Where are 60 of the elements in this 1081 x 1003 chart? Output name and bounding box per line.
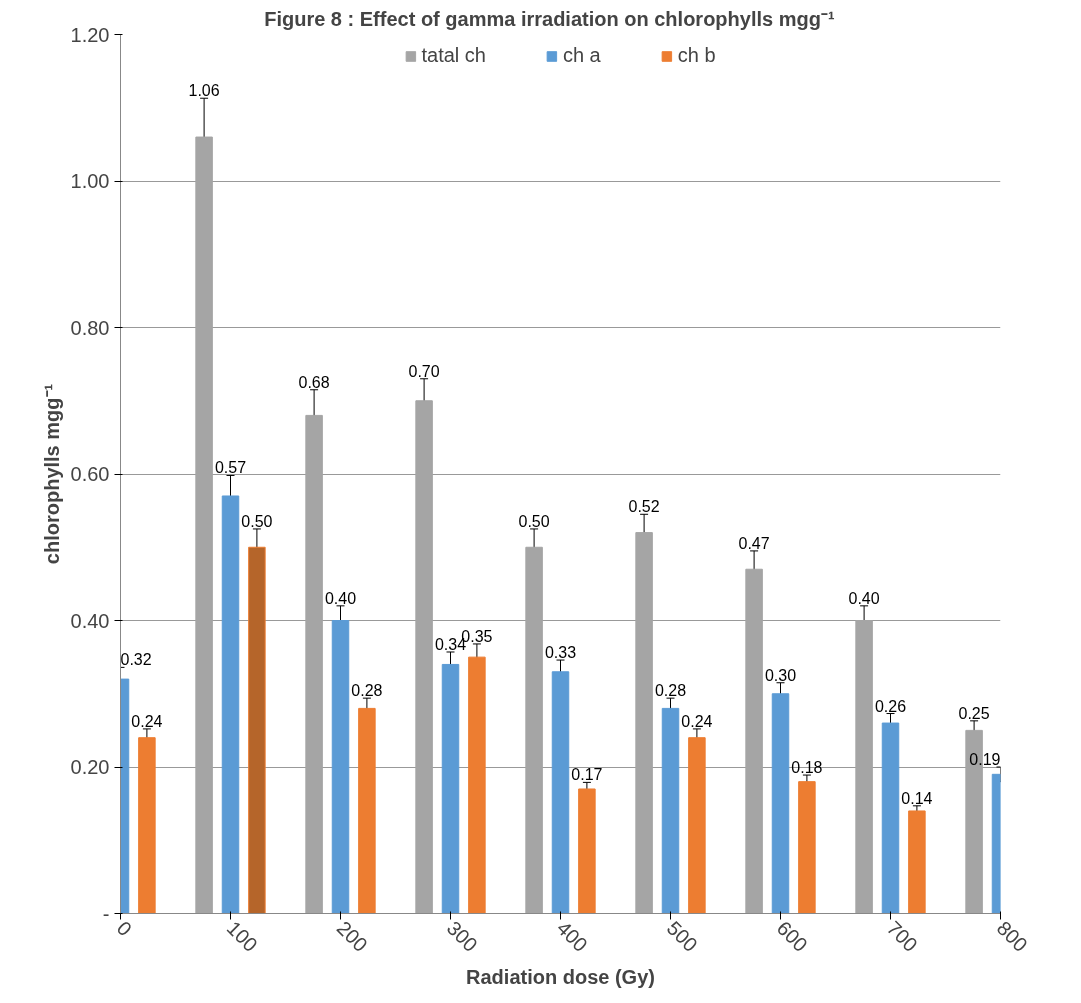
data-label: 0.68 xyxy=(298,373,330,391)
data-label: 0.26 xyxy=(874,697,907,715)
data-label: 0.19 xyxy=(969,751,1001,768)
data-label: 0.28 xyxy=(654,682,687,700)
bar xyxy=(358,707,376,914)
x-axis-title: Radiation dose (Gy) xyxy=(466,966,655,988)
y-tick-label: 1.20 xyxy=(70,23,110,46)
bar xyxy=(661,707,680,914)
data-label: 0.17 xyxy=(571,766,603,784)
x-tick-label: 400 xyxy=(552,916,592,956)
bar xyxy=(908,810,926,914)
data-label: 0.70 xyxy=(408,362,440,380)
data-label: 0.32 xyxy=(120,651,152,669)
x-tick-label: 0 xyxy=(112,916,137,941)
bar xyxy=(798,781,816,914)
legend-label: ch b xyxy=(677,44,716,67)
bar xyxy=(551,671,570,914)
data-label: 0.47 xyxy=(738,534,770,552)
data-label: 0.24 xyxy=(681,712,713,730)
x-tick-label: 100 xyxy=(222,916,262,956)
y-tick-label: 1.00 xyxy=(70,170,110,192)
data-label: 0.40 xyxy=(848,589,880,607)
y-tick-label: 0.80 xyxy=(70,316,110,339)
data-label: 0.52 xyxy=(628,498,660,516)
data-label: 0.57 xyxy=(214,459,247,477)
bar xyxy=(248,546,266,914)
data-label: 1.06 xyxy=(188,82,220,100)
x-tick-label: 700 xyxy=(882,916,922,956)
x-tick-label: 500 xyxy=(662,916,702,956)
bar xyxy=(468,656,486,914)
bar xyxy=(881,722,900,914)
bar xyxy=(688,737,706,914)
data-label: 0.25 xyxy=(958,704,990,722)
data-label: 0.33 xyxy=(544,644,577,662)
x-tick-label: 200 xyxy=(332,916,372,956)
bar xyxy=(331,620,350,914)
y-tick-label: 0.60 xyxy=(70,463,110,485)
bar xyxy=(771,693,790,914)
data-label: 0.28 xyxy=(351,682,383,700)
legend-label: tatal ch xyxy=(421,44,486,67)
x-tick-label: 300 xyxy=(442,916,482,956)
data-label: 0.18 xyxy=(791,759,823,777)
data-label: 0.50 xyxy=(518,512,550,530)
bar xyxy=(441,663,460,914)
legend-label: ch a xyxy=(562,44,601,67)
x-tick-label: 600 xyxy=(772,916,812,956)
data-label: 0.14 xyxy=(901,789,933,807)
x-tick-label: 800 xyxy=(992,916,1032,956)
data-label: 0.24 xyxy=(131,712,163,730)
data-label: 0.50 xyxy=(241,512,273,530)
y-axis-title: chlorophylls mgg⁻¹ xyxy=(40,383,63,565)
chart-title: Figure 8 : Effect of gamma irradiation on chlorophylls mgg⁻¹ xyxy=(264,7,835,30)
data-label: 0.40 xyxy=(324,589,357,607)
y-tick-label: 0.20 xyxy=(70,756,110,778)
bar xyxy=(221,495,240,914)
y-tick-label: - xyxy=(102,902,110,925)
data-label: 0.30 xyxy=(764,666,797,684)
bar xyxy=(578,788,596,914)
bar xyxy=(138,737,156,914)
y-tick-label: 0.40 xyxy=(70,609,110,632)
